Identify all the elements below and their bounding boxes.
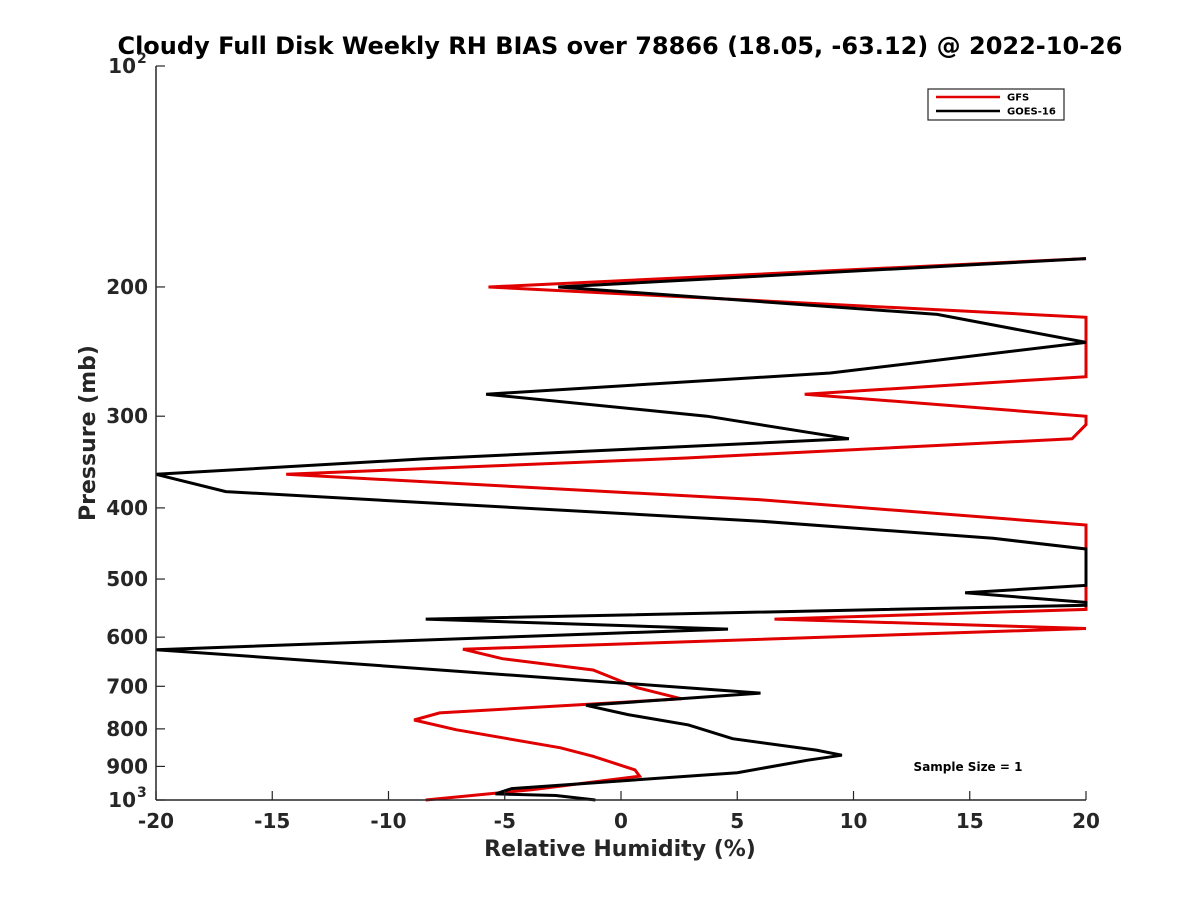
y-tick-label: 600 (106, 625, 148, 649)
y-axis-label: Pressure (mb) (76, 345, 101, 521)
y-tick-label: 200 (106, 275, 148, 299)
sample-size-annotation: Sample Size = 1 (914, 760, 1023, 774)
x-tick-label: 15 (956, 809, 984, 833)
y-tick-label: 10 (108, 788, 136, 812)
x-tick-label: 20 (1072, 809, 1100, 833)
x-tick-label: -5 (494, 809, 516, 833)
y-tick-label: 500 (106, 567, 148, 591)
x-tick-label: 5 (730, 809, 744, 833)
legend-label-gfs: GFS (1007, 93, 1029, 104)
series-layer (155, 257, 1088, 802)
y-tick-label: 300 (106, 404, 148, 428)
y-tick-exponent: 3 (137, 785, 147, 801)
legend-box (927, 88, 1065, 121)
y-tick-exponent: 2 (137, 51, 147, 67)
series-line-goes-16 (155, 257, 1088, 802)
y-tick-label: 900 (106, 754, 148, 778)
x-axis-label: Relative Humidity (%) (484, 837, 756, 862)
legend-label-goes-16: GOES-16 (1007, 107, 1056, 118)
x-tick-label: -20 (138, 809, 174, 833)
y-tick-label: 10 (108, 54, 136, 78)
x-tick-label: -15 (254, 809, 290, 833)
chart-title: Cloudy Full Disk Weekly RH BIAS over 788… (117, 32, 1122, 60)
y-tick-label: 800 (106, 717, 148, 741)
series-line-gfs (286, 257, 1088, 802)
x-tick-label: 10 (840, 809, 868, 833)
x-tick-label: 0 (614, 809, 628, 833)
plot-area (156, 66, 1086, 800)
y-tick-label: 700 (106, 674, 148, 698)
x-tick-label: -10 (370, 809, 406, 833)
x-ticks: -20 -15 -10 -5 0 5 10 15 20 (138, 791, 1100, 833)
legend: GFS GOES-16 (927, 88, 1065, 121)
y-tick-label: 400 (106, 496, 148, 520)
